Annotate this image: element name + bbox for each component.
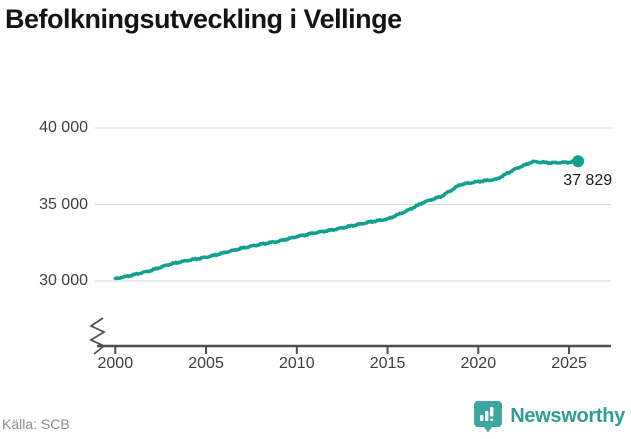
- chart-title: Befolkningsutveckling i Vellinge: [5, 4, 402, 34]
- source-note: Källa: SCB: [2, 416, 70, 432]
- axis-break-icon: [89, 317, 106, 355]
- x-axis-label: 2010: [279, 355, 315, 372]
- newsworthy-bar-chart-bubble-icon: [474, 401, 503, 433]
- latest-value-label: 37 829: [563, 172, 613, 190]
- x-axis-label: 2005: [188, 355, 224, 372]
- y-axis-label: 35 000: [39, 195, 88, 213]
- latest-value-marker: [572, 155, 585, 168]
- x-axis-label: 2025: [551, 355, 587, 372]
- x-axis-label: 2015: [369, 355, 406, 372]
- newsworthy-logo[interactable]: Newsworthy: [473, 400, 625, 433]
- population-line: [113, 159, 580, 281]
- newsworthy-logo-text: Newsworthy: [510, 405, 625, 427]
- x-axis-label: 2000: [97, 355, 134, 372]
- y-axis-label: 40 000: [39, 119, 88, 136]
- x-axis-label: 2020: [460, 355, 497, 372]
- y-axis-label: 30 000: [39, 272, 88, 289]
